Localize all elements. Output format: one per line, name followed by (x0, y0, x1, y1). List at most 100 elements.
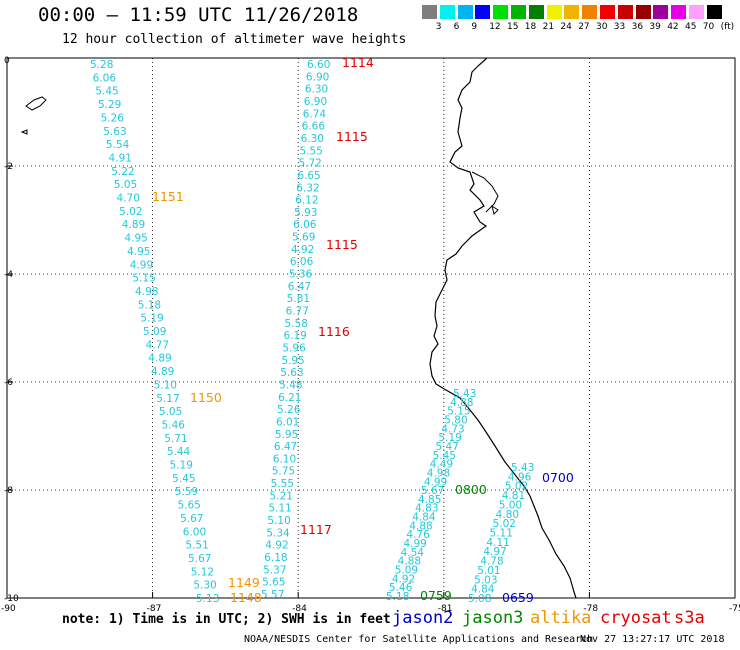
colorbar-label: 36 (631, 22, 644, 32)
swh-value-track2: 5.36 (289, 269, 313, 281)
swh-value-track3: 4.84 (412, 512, 436, 524)
swh-value-track4: 4.97 (483, 546, 506, 558)
swh-value-track1: 5.71 (164, 433, 187, 445)
colorbar-swatch (617, 5, 633, 19)
colorbar-swatch (689, 5, 704, 19)
swh-value-track1: 4.89 (151, 366, 174, 378)
island (20, 129, 28, 135)
swh-value-track1: 4.91 (109, 152, 132, 164)
swh-value-track2: 6.60 (307, 59, 330, 71)
swh-value-track2: 6.66 (302, 121, 326, 133)
swh-value-track4: 5.02 (505, 481, 528, 493)
swh-value-track2: 5.10 (267, 515, 290, 527)
lon-tick-label: -81 (438, 604, 453, 614)
map-subtitle: 12 hour collection of altimeter wave hei… (62, 32, 407, 47)
legend-cryosat: cryosat (600, 608, 672, 628)
swh-value-track1: 5.18 (138, 299, 161, 311)
swh-value-track1: 5.67 (188, 553, 211, 565)
swh-value-track3: 4.73 (441, 423, 464, 435)
swh-value-track2: 5.48 (279, 379, 302, 391)
swh-value-track1: 5.17 (156, 393, 179, 405)
swh-value-track4: 5.03 (474, 574, 497, 586)
swh-value-track1: 5.15 (132, 273, 155, 285)
island (25, 96, 47, 111)
lon-tick-label: -90 (1, 604, 16, 614)
swh-value-track3: 5.67 (421, 485, 444, 497)
swh-value-track2: 6.06 (290, 256, 314, 268)
swh-value-track2: 5.26 (277, 404, 301, 416)
swh-value-track3: 4.83 (415, 503, 438, 515)
swh-value-track2: 5.63 (280, 367, 303, 379)
footer-note: note: 1) Time is in UTC; 2) SWH is in fe… (62, 612, 391, 627)
swh-value-track4: 4.96 (508, 471, 532, 483)
colorbar-swatch (653, 5, 669, 19)
time-label-cryosat: 1115 (326, 237, 358, 252)
gulf-outline (471, 171, 499, 213)
swh-value-track1: 5.05 (114, 179, 137, 191)
swh-value-track2: 5.65 (262, 577, 285, 589)
swh-value-track3: 4.99 (424, 476, 447, 488)
lat-tick-label: -8 (4, 486, 13, 496)
swh-value-track1: 5.51 (185, 540, 208, 552)
swh-value-track1: 4.89 (148, 353, 171, 365)
time-label-altika: 1148 (230, 590, 262, 605)
swh-value-track1: 4.77 (146, 339, 169, 351)
colorbar-label: 70 (702, 22, 715, 32)
map-gridlines (7, 58, 735, 598)
time-label-cryosat: 1114 (342, 55, 374, 70)
swh-value-track3: 4.49 (430, 459, 453, 471)
colorbar-label: 39 (649, 22, 661, 32)
colorbar-label: 3 (435, 22, 442, 32)
swh-value-track1: 5.59 (175, 486, 198, 498)
time-label-jason3: 0759 (420, 588, 452, 603)
lat-tick-label: -6 (4, 378, 13, 388)
swh-value-track1: 5.12 (191, 566, 214, 578)
swh-value-track2: 6.90 (306, 71, 329, 83)
swh-value-track3: 4.99 (403, 538, 426, 550)
swh-value-track4: 4.78 (480, 556, 503, 568)
swh-value-track1: 4.70 (117, 193, 140, 205)
swh-value-track2: 6.32 (296, 182, 319, 194)
legend-jason2: jason2 (392, 608, 454, 628)
swh-value-track2: 6.18 (264, 552, 287, 564)
swh-value-track2: 5.95 (275, 429, 298, 441)
swh-value-track3: 4.88 (398, 556, 421, 568)
swh-value-track1: 5.10 (154, 379, 177, 391)
swh-value-track2: 5.58 (285, 318, 308, 330)
swh-value-track2: 6.06 (293, 219, 317, 231)
colorbar-label: 6 (453, 22, 460, 32)
swh-value-track4: 4.80 (496, 509, 519, 521)
swh-value-track2: 5.95 (281, 355, 304, 367)
swh-value-track2: 5.72 (298, 158, 321, 170)
swh-value-track3: 5.45 (433, 450, 456, 462)
colorbar-swatch (635, 5, 651, 19)
swh-value-track1: 5.05 (159, 406, 182, 418)
time-labels: 1114 1115 1151 1115 1116 1150 0800 0700 1117 1149… (152, 55, 574, 605)
map-frame (6, 57, 736, 599)
swh-value-track1: 5.65 (177, 500, 200, 512)
swh-value-track1: 5.19 (170, 460, 193, 472)
swh-value-track2: 4.92 (291, 244, 314, 256)
swh-value-track2: 4.92 (265, 540, 288, 552)
swh-value-track1: 5.30 (193, 580, 216, 592)
swh-value-track2: 6.47 (288, 281, 311, 293)
swh-value-track1: 5.09 (143, 326, 166, 338)
swh-value-track2: 6.77 (286, 306, 309, 318)
swh-value-track3: 4.98 (427, 467, 450, 479)
swh-value-track3: 5.43 (453, 388, 476, 400)
swh-value-track4: 4.84 (471, 584, 495, 596)
time-label-altika: 1150 (190, 390, 222, 405)
satellite-tracks: 5.286.065.455.295.265.635.544.915.225.05… (90, 59, 534, 605)
swh-value-track2: 6.90 (304, 96, 327, 108)
swh-value-track4: 4.11 (486, 537, 509, 549)
swh-value-track1: 4.95 (127, 246, 150, 258)
swh-value-track1: 5.28 (90, 59, 113, 71)
swh-value-track4: 5.01 (477, 565, 500, 577)
footer-credit: NOAA/NESDIS Center for Satellite Applica… (244, 634, 594, 645)
swh-value-track1: 6.00 (183, 526, 206, 538)
swh-value-track3: 4.92 (392, 573, 415, 585)
legend-jason3: jason3 (462, 608, 524, 628)
swh-value-track2: 5.81 (287, 293, 310, 305)
swh-value-track1: 4.98 (135, 286, 158, 298)
